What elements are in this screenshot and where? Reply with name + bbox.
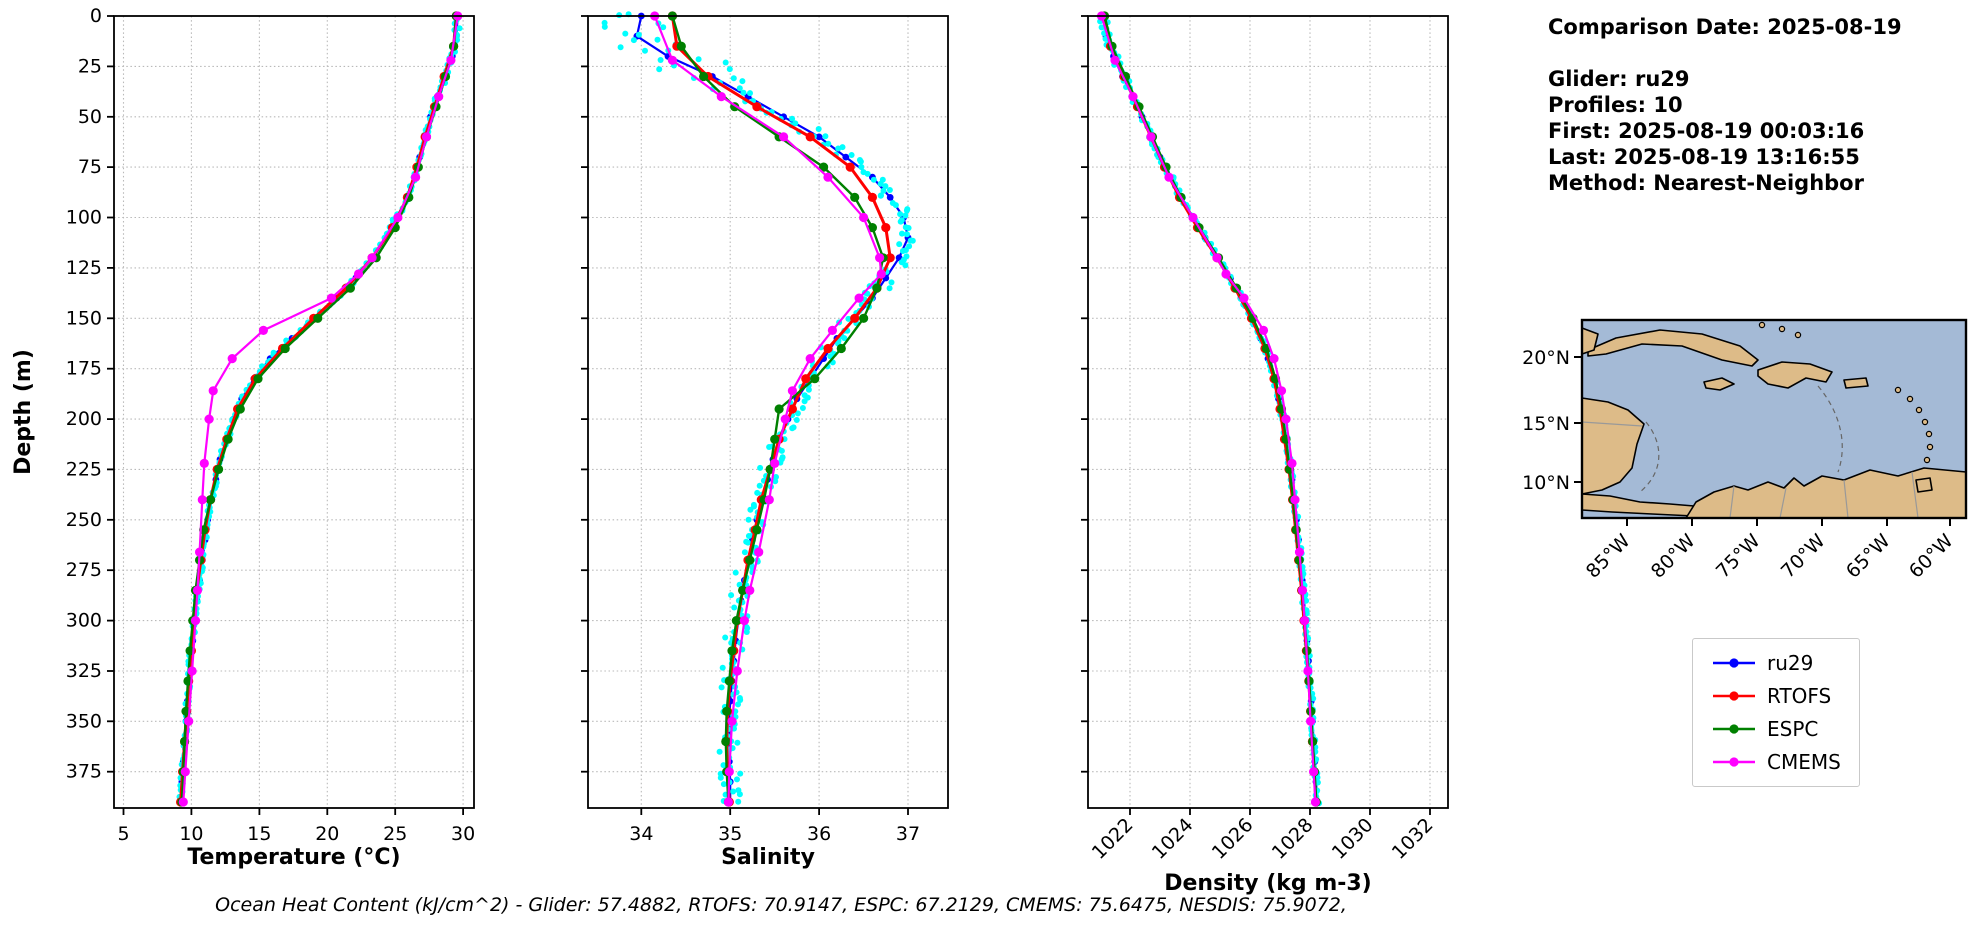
salinity-profile-chart: 34 35 36 37 Salinity	[581, 11, 949, 870]
info-panel: Comparison Date: 2025-08-19 Glider: ru29…	[1548, 14, 1902, 196]
legend-label: CMEMS	[1767, 750, 1841, 774]
svg-text:60°W: 60°W	[1905, 530, 1958, 583]
svg-text:275: 275	[66, 559, 102, 581]
svg-text:75°W: 75°W	[1712, 530, 1765, 583]
series-cmems	[1096, 11, 1320, 807]
svg-text:325: 325	[66, 660, 102, 682]
svg-text:20°N: 20°N	[1522, 347, 1570, 369]
legend-item-espc: ESPC	[1711, 717, 1841, 741]
glider-info-group: Glider: ru29 Profiles: 10 First: 2025-08…	[1548, 66, 1902, 196]
svg-text:350: 350	[66, 710, 102, 732]
svg-text:375: 375	[66, 761, 102, 783]
svg-text:37: 37	[896, 823, 920, 845]
comparison-date-text: Comparison Date: 2025-08-19	[1548, 15, 1902, 39]
svg-text:0: 0	[90, 5, 102, 27]
svg-text:70°W: 70°W	[1777, 530, 1830, 583]
legend-marker-cmems	[1713, 757, 1755, 767]
svg-text:250: 250	[66, 509, 102, 531]
first-profile-time-text: First: 2025-08-19 00:03:16	[1548, 119, 1865, 143]
x-axis-label: Salinity	[721, 845, 815, 870]
y-axis-label: Depth (m)	[11, 349, 36, 475]
svg-text:25: 25	[78, 55, 102, 77]
x-axis-label: Temperature (°C)	[187, 845, 400, 870]
legend-item-rtofs: RTOFS	[1711, 684, 1841, 708]
svg-text:150: 150	[66, 307, 102, 329]
legend-label: ru29	[1767, 651, 1814, 675]
tick-marks	[1081, 15, 1431, 815]
map-axes: 20°N 15°N 10°N 85°W 80°W 75°W 70°W 65°W 60°W	[1522, 318, 1968, 583]
tick-marks	[107, 15, 465, 815]
salinity-axes: 34 35 36 37 Salinity	[581, 11, 949, 870]
svg-text:1024: 1024	[1148, 814, 1198, 864]
svg-text:10°N: 10°N	[1522, 472, 1570, 494]
svg-text:225: 225	[66, 458, 102, 480]
temperature-axes: 5 10 15 20 25 3002550751001251501752002252502…	[11, 5, 475, 870]
tick-marks	[581, 15, 909, 815]
svg-text:20: 20	[315, 823, 339, 845]
legend-marker-rtofs	[1713, 691, 1755, 701]
svg-text:50: 50	[78, 106, 102, 128]
svg-text:300: 300	[66, 610, 102, 632]
legend-marker-espc	[1713, 724, 1755, 734]
legend-item-ru29: ru29	[1711, 651, 1841, 675]
glider-name-text: Glider: ru29	[1548, 67, 1690, 91]
svg-text:30: 30	[451, 823, 475, 845]
profiles-count-text: Profiles: 10	[1548, 93, 1683, 117]
legend-label: ESPC	[1767, 717, 1819, 741]
legend-marker-ru29	[1713, 658, 1755, 668]
location-map: 20°N 15°N 10°N 85°W 80°W 75°W 70°W 65°W 60°W	[1522, 318, 1968, 583]
series-cmems	[178, 11, 463, 807]
svg-text:1022: 1022	[1088, 814, 1138, 864]
svg-text:15°N: 15°N	[1522, 413, 1570, 435]
grid-lines	[588, 15, 948, 808]
ocean-heat-content-caption: Ocean Heat Content (kJ/cm^2) - Glider: 5…	[215, 894, 1347, 916]
svg-text:80°W: 80°W	[1647, 530, 1700, 583]
svg-text:175: 175	[66, 358, 102, 380]
svg-text:10: 10	[179, 823, 203, 845]
svg-text:200: 200	[66, 408, 102, 430]
svg-text:100: 100	[66, 207, 102, 229]
svg-text:35: 35	[718, 823, 742, 845]
legend-label: RTOFS	[1767, 684, 1832, 708]
svg-text:1028: 1028	[1268, 814, 1318, 864]
svg-text:5: 5	[117, 823, 129, 845]
density-profile-chart: 1022 1024 1026 1028 1030 1032 Density (kg m-3)	[1081, 11, 1449, 896]
svg-text:34: 34	[629, 823, 653, 845]
svg-text:125: 125	[66, 257, 102, 279]
svg-text:15: 15	[247, 823, 271, 845]
method-text: Method: Nearest-Neighbor	[1548, 171, 1864, 195]
svg-text:75: 75	[78, 156, 102, 178]
legend-item-cmems: CMEMS	[1711, 750, 1841, 774]
svg-text:65°W: 65°W	[1842, 530, 1895, 583]
grid-lines	[1088, 15, 1448, 808]
temperature-profile-chart: 5 10 15 20 25 30 0 25 50 75 100 125 150 175 200 225 250 2…	[11, 5, 475, 870]
legend: ru29 RTOFS ESPC CMEMS	[1692, 638, 1860, 787]
svg-text:1030: 1030	[1328, 814, 1378, 864]
svg-text:85°W: 85°W	[1582, 530, 1635, 583]
svg-text:1032: 1032	[1388, 814, 1438, 864]
svg-text:1026: 1026	[1208, 814, 1258, 864]
last-profile-time-text: Last: 2025-08-19 13:16:55	[1548, 145, 1860, 169]
density-axes: 1022 1024 1026 1028 1030 1032 Density (kg m-3)	[1081, 11, 1449, 896]
svg-text:25: 25	[383, 823, 407, 845]
x-axis-label: Density (kg m-3)	[1164, 871, 1372, 896]
svg-text:36: 36	[807, 823, 831, 845]
